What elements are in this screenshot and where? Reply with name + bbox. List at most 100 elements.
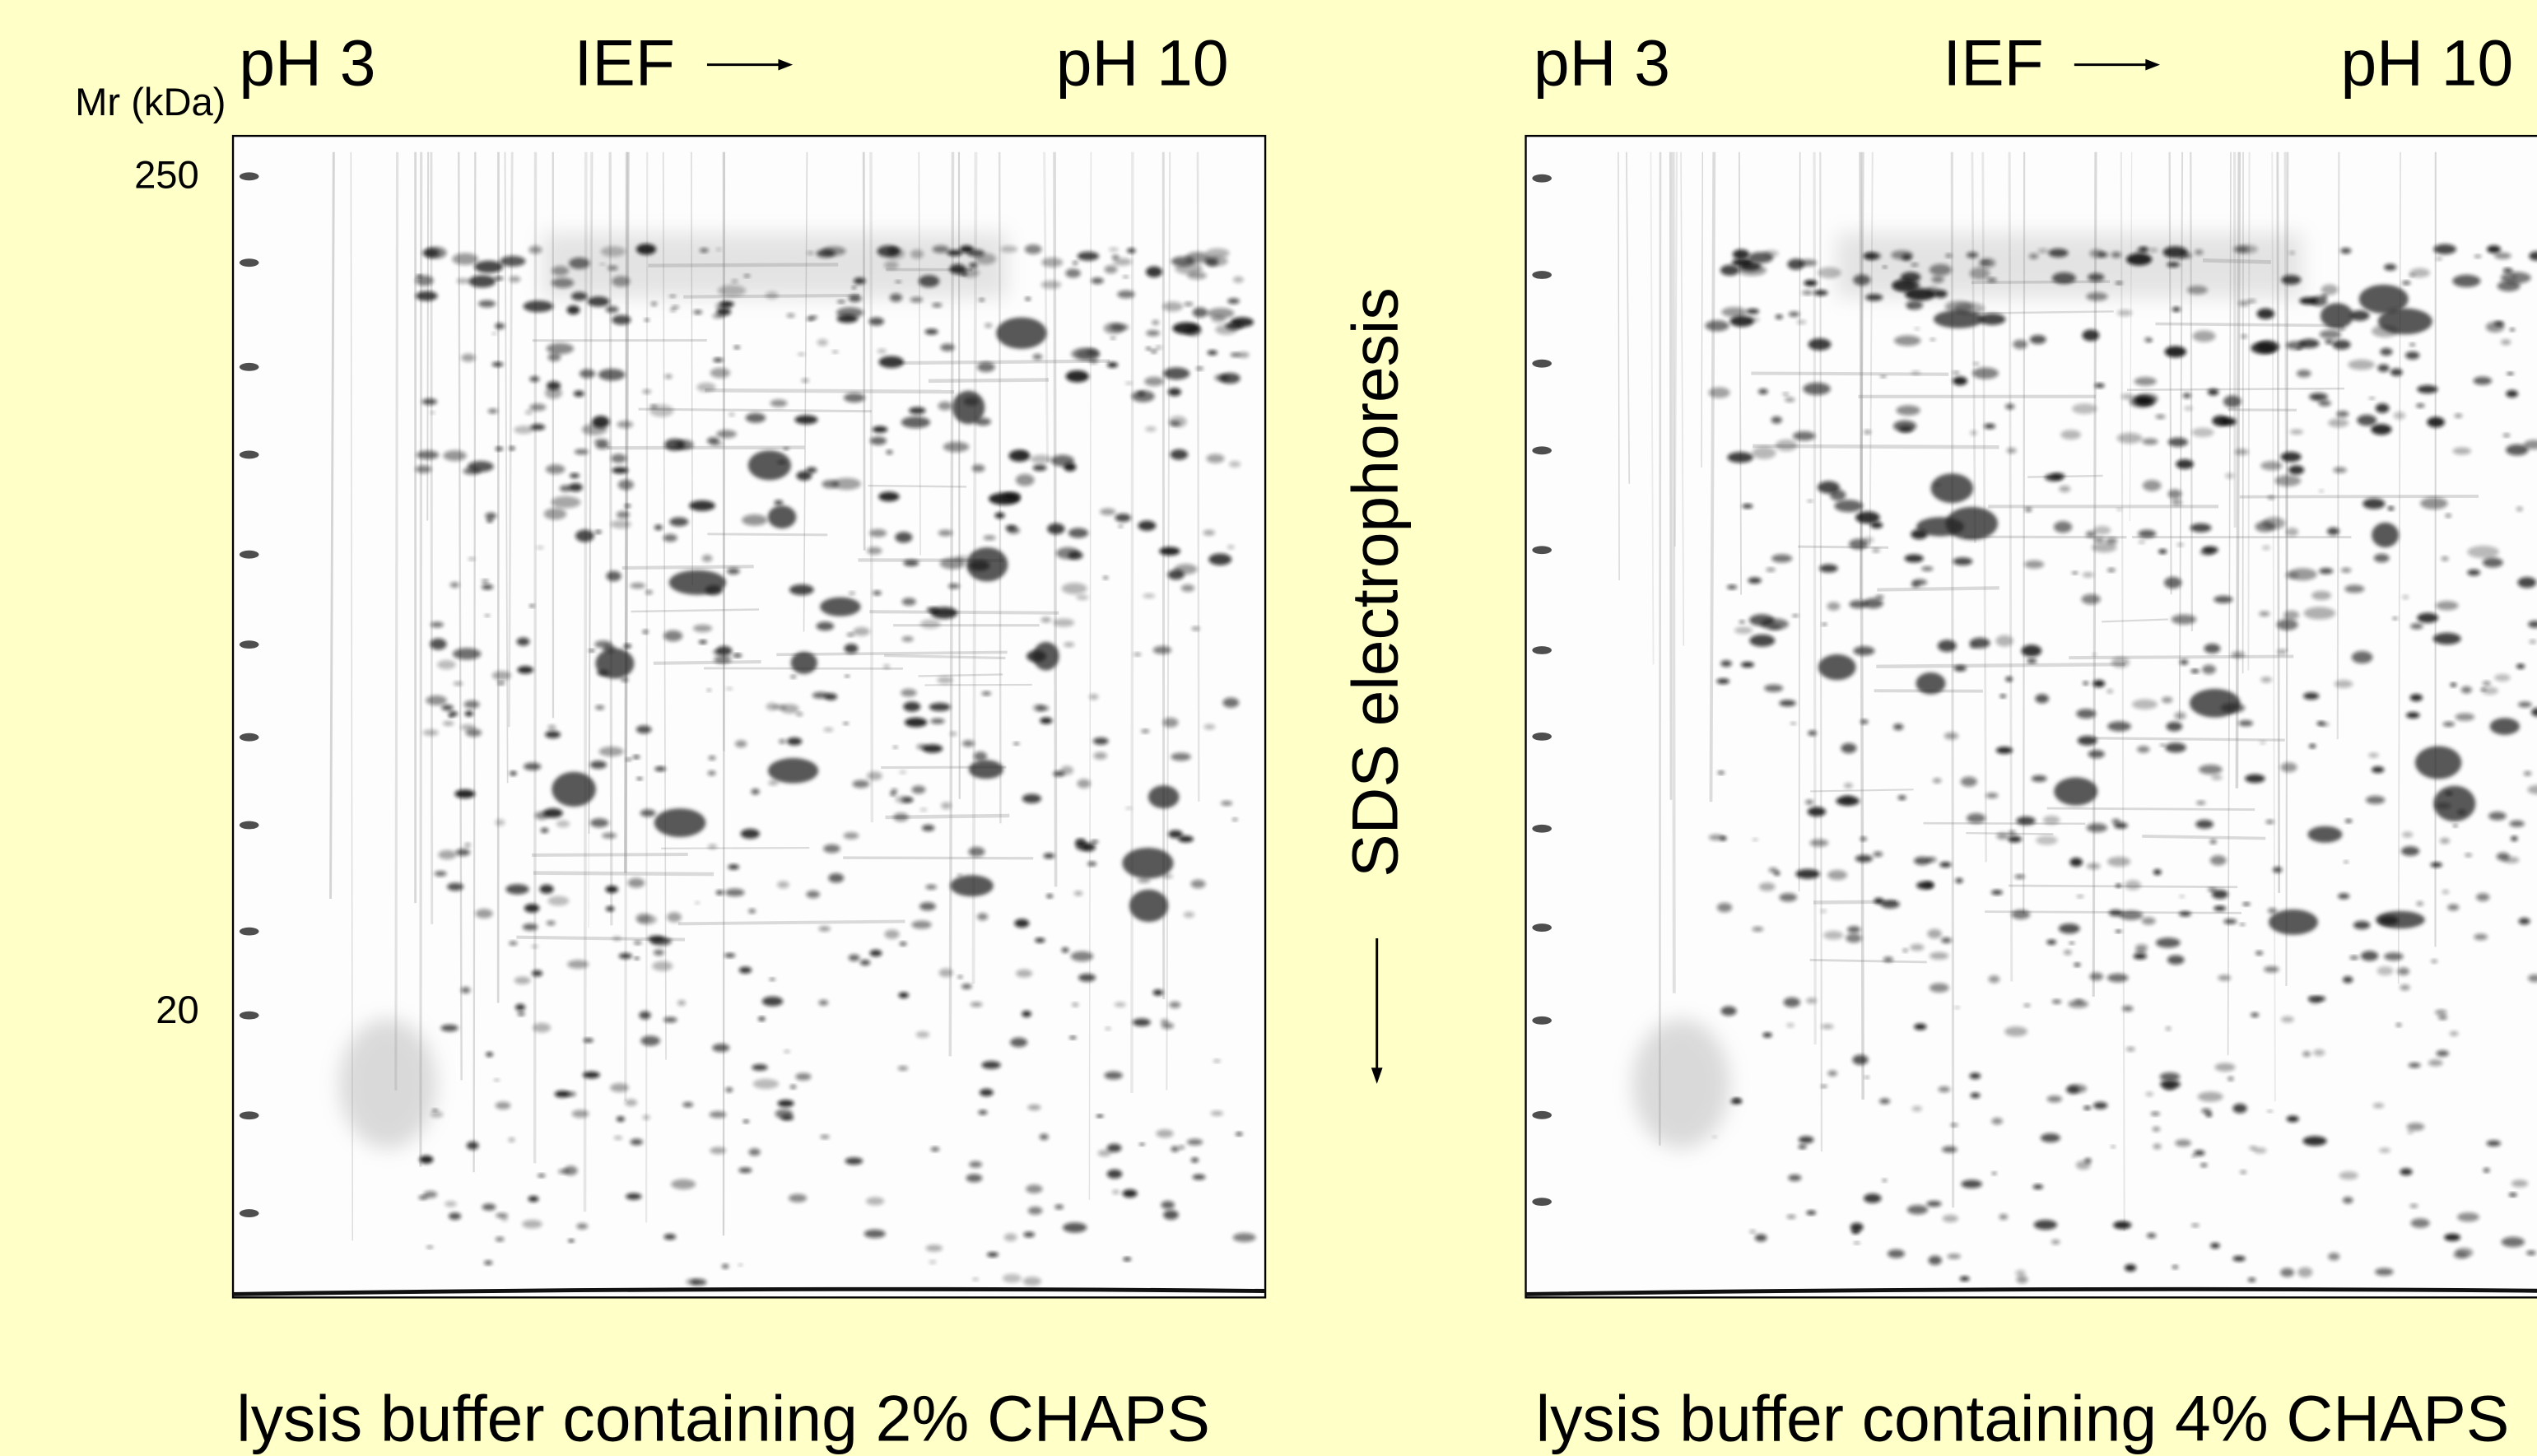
protein-spot xyxy=(430,1111,444,1118)
protein-spot xyxy=(714,655,732,664)
streak xyxy=(2271,151,2276,1102)
protein-spot xyxy=(968,760,1003,779)
protein-spot xyxy=(1162,874,1173,879)
protein-spot xyxy=(582,1071,600,1079)
protein-spot xyxy=(1862,537,1874,543)
protein-spot xyxy=(543,508,567,520)
protein-spot xyxy=(642,630,649,634)
protein-spot xyxy=(2452,447,2472,455)
protein-spot xyxy=(416,450,440,460)
protein-spot xyxy=(2502,267,2513,273)
ladder-band xyxy=(239,1011,259,1020)
protein-spot xyxy=(831,350,839,354)
band xyxy=(2069,654,2294,660)
protein-spot xyxy=(1078,974,1096,982)
protein-spot xyxy=(1092,737,1109,745)
protein-spot xyxy=(1708,387,1730,398)
protein-spot xyxy=(440,1024,459,1032)
ladder-band xyxy=(1532,646,1552,654)
protein-spot xyxy=(2179,659,2189,665)
protein-spot xyxy=(1156,1129,1174,1138)
protein-spot xyxy=(494,1078,500,1082)
protein-spot xyxy=(669,517,689,527)
protein-spot xyxy=(454,789,476,798)
protein-spot xyxy=(486,1052,494,1057)
protein-spot xyxy=(509,446,515,450)
protein-spot xyxy=(1806,998,1818,1004)
protein-spot xyxy=(777,1100,794,1108)
band xyxy=(677,919,905,926)
protein-spot xyxy=(1229,461,1241,468)
protein-spot xyxy=(2260,461,2283,471)
protein-spot xyxy=(491,332,496,335)
protein-spot xyxy=(1221,801,1233,806)
protein-spot xyxy=(1864,1076,1869,1079)
protein-spot xyxy=(1738,264,1767,277)
protein-spot xyxy=(2281,275,2302,285)
protein-spot xyxy=(1089,359,1098,364)
protein-spot xyxy=(2494,252,2511,260)
streak xyxy=(1618,151,1620,581)
ladder-band xyxy=(1532,923,1552,932)
protein-spot xyxy=(2190,523,2212,533)
protein-spot xyxy=(1916,672,1946,695)
protein-spot xyxy=(2004,1026,2027,1037)
protein-spot xyxy=(422,729,439,736)
streak xyxy=(918,151,921,556)
ladder-band xyxy=(239,172,259,181)
protein-spot xyxy=(2507,372,2514,375)
protein-spot xyxy=(2167,437,2189,447)
protein-spot xyxy=(1788,311,1800,318)
protein-spot xyxy=(1746,308,1760,314)
protein-spot xyxy=(2094,383,2105,388)
streak xyxy=(2227,151,2232,1056)
protein-spot xyxy=(1739,620,1745,624)
protein-spot xyxy=(2353,920,2371,930)
protein-spot xyxy=(1823,930,1844,940)
protein-spot xyxy=(443,450,467,462)
protein-spot xyxy=(2014,874,2025,879)
streak xyxy=(957,151,961,799)
protein-spot xyxy=(1748,316,1760,323)
protein-spot xyxy=(2436,1050,2449,1057)
protein-spot xyxy=(2527,784,2537,795)
streak xyxy=(691,151,693,585)
protein-spot xyxy=(2405,351,2420,360)
protein-spot xyxy=(1752,927,1764,932)
protein-spot xyxy=(1995,635,2013,647)
protein-spot xyxy=(843,722,849,725)
protein-spot xyxy=(1930,337,1936,342)
protein-spot xyxy=(1911,370,1920,375)
protein-spot xyxy=(1798,1136,1814,1144)
protein-spot xyxy=(2213,905,2227,911)
protein-spot xyxy=(1887,1249,1905,1258)
protein-spot xyxy=(2442,890,2450,895)
protein-spot xyxy=(2303,607,2336,620)
protein-spot xyxy=(994,512,1005,519)
protein-spot xyxy=(1146,329,1160,337)
protein-spot xyxy=(845,675,850,677)
protein-spot xyxy=(2340,248,2352,254)
protein-spot xyxy=(1720,660,1732,668)
protein-spot xyxy=(1167,388,1181,397)
protein-spot xyxy=(2454,413,2463,418)
protein-spot xyxy=(664,374,673,379)
protein-spot xyxy=(2051,272,2076,285)
protein-spot xyxy=(2209,855,2227,866)
protein-spot xyxy=(2436,257,2442,261)
protein-spot xyxy=(567,960,589,969)
protein-spot xyxy=(668,570,727,595)
protein-spot xyxy=(2142,480,2162,491)
protein-spot xyxy=(2358,284,2409,314)
ladder-band xyxy=(239,258,259,267)
protein-spot xyxy=(2502,856,2520,863)
protein-spot xyxy=(569,257,590,269)
protein-spot xyxy=(2155,414,2166,419)
protein-spot xyxy=(820,1135,830,1139)
protein-spot xyxy=(1192,307,1208,318)
protein-spot xyxy=(2008,830,2016,835)
ladder-band xyxy=(1532,546,1552,555)
protein-spot xyxy=(626,758,631,761)
protein-spot xyxy=(2338,328,2346,331)
protein-spot xyxy=(2410,1218,2430,1228)
